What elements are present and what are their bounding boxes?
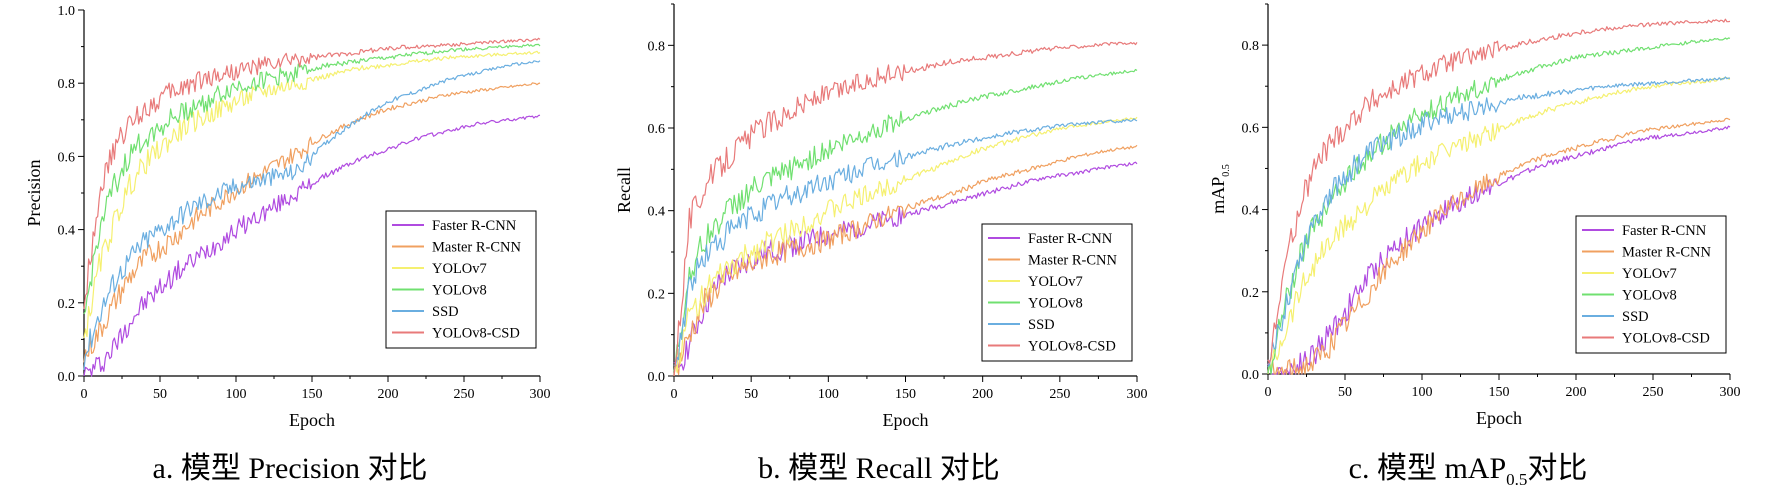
- legend-label: YOLOv8-CSD: [1028, 339, 1116, 355]
- x-tick-label: 200: [972, 387, 993, 402]
- caption-map: c. 模型 mAP0.5对比: [1348, 452, 1588, 489]
- y-tick-label: 0.6: [1242, 121, 1260, 136]
- x-tick-label: 0: [671, 387, 678, 402]
- legend-label: SSD: [1028, 317, 1055, 333]
- legend-label: Master R-CNN: [432, 240, 522, 256]
- y-tick-label: 0.4: [648, 205, 666, 220]
- y-tick-label: 0.2: [648, 287, 666, 302]
- legend-label: Master R-CNN: [1622, 245, 1712, 261]
- legend-label: YOLOv7: [432, 261, 487, 277]
- y-tick-label: 0.4: [1242, 204, 1260, 219]
- x-tick-label: 0: [81, 387, 88, 402]
- series-line-yolov8-csd: [83, 37, 541, 310]
- caption-recall: b. 模型 Recall 对比: [758, 452, 1000, 485]
- y-tick-label: 1.0: [58, 4, 76, 19]
- x-tick-label: 150: [895, 387, 916, 402]
- y-axis-label: Precision: [24, 160, 44, 227]
- x-tick-label: 50: [153, 387, 167, 402]
- precision-chart: 0 50 100 150 200 250 300 0.0 0.2 0.4 0.6 0.8 1.0 Epoc…: [24, 4, 551, 430]
- y-axis-label: mAP0.5: [1208, 164, 1232, 214]
- legend-box: [1575, 215, 1727, 354]
- y-tick-label: 0.6: [648, 122, 666, 137]
- x-tick-label: 100: [226, 387, 247, 402]
- x-tick-label: 150: [1489, 385, 1510, 400]
- y-tick-label: 0.8: [1242, 39, 1260, 54]
- legend-label: SSD: [1622, 309, 1649, 325]
- legend-label: Faster R-CNN: [432, 218, 517, 234]
- series-line-master-r-cnn: [83, 82, 541, 363]
- legend-label: YOLOv7: [1622, 266, 1677, 282]
- series-line-yolov7: [83, 50, 541, 339]
- y-tick-label: 0.0: [648, 370, 666, 385]
- legend-label: SSD: [432, 304, 459, 320]
- recall-chart: 0 50 100 150 200 250 300 0.0 0.2 0.4 0.6 0.8 Epoch Re…: [614, 3, 1148, 430]
- legend-label: YOLOv8-CSD: [1622, 331, 1710, 347]
- y-tick-label: 0.8: [58, 77, 76, 92]
- legend-label: Faster R-CNN: [1622, 223, 1707, 239]
- series-line-yolov7: [1267, 76, 1731, 375]
- y-axis-label: Recall: [614, 167, 634, 213]
- x-tick-label: 300: [530, 387, 551, 402]
- series-line-master-r-cnn: [673, 144, 1138, 377]
- series-line-faster-r-cnn: [1267, 125, 1731, 375]
- y-tick-label: 0.4: [58, 224, 76, 239]
- y-tick-label: 0.0: [1242, 368, 1260, 383]
- x-tick-label: 50: [744, 387, 758, 402]
- legend-label: YOLOv8: [1028, 296, 1083, 312]
- x-axis-label: Epoch: [289, 410, 335, 430]
- x-tick-label: 100: [1412, 385, 1433, 400]
- legend-label: YOLOv8: [432, 283, 487, 299]
- legend-label: YOLOv8-CSD: [432, 326, 520, 342]
- y-tick-label: 0.2: [58, 297, 76, 312]
- x-tick-label: 200: [378, 387, 399, 402]
- x-axis-label: Epoch: [883, 410, 929, 430]
- caption-precision: a. 模型 Precision 对比: [152, 452, 428, 485]
- series-line-yolov8-csd: [673, 41, 1138, 377]
- x-tick-label: 100: [818, 387, 839, 402]
- x-tick-label: 250: [1049, 387, 1070, 402]
- series-line-yolov8: [673, 68, 1138, 372]
- x-tick-label: 300: [1127, 387, 1148, 402]
- legend-label: Faster R-CNN: [1028, 231, 1113, 247]
- legend-label: YOLOv8: [1622, 288, 1677, 304]
- y-tick-label: 0.6: [58, 150, 76, 165]
- series-line-faster-r-cnn: [83, 114, 541, 377]
- legend-box: [385, 210, 537, 349]
- x-tick-label: 50: [1338, 385, 1352, 400]
- x-tick-label: 0: [1265, 385, 1272, 400]
- x-tick-label: 150: [302, 387, 323, 402]
- y-tick-label: 0.0: [58, 370, 76, 385]
- legend-label: YOLOv7: [1028, 274, 1083, 290]
- x-tick-label: 250: [1643, 385, 1664, 400]
- y-tick-label: 0.8: [648, 39, 666, 54]
- map-chart: 0 50 100 150 200 250 300 0.0 0.2 0.4 0.6 0.8 Epoch mA…: [1208, 3, 1741, 428]
- legend-label: Master R-CNN: [1028, 253, 1118, 269]
- series-line-yolov7: [673, 116, 1138, 377]
- series-line-yolov8-csd: [1267, 18, 1731, 364]
- legend-box: [981, 223, 1133, 362]
- series-line-master-r-cnn: [1267, 117, 1731, 375]
- series-line-ssd: [83, 60, 541, 370]
- x-axis-label: Epoch: [1476, 408, 1522, 428]
- series-line-ssd: [1267, 76, 1730, 367]
- x-tick-label: 200: [1566, 385, 1587, 400]
- series-line-yolov8: [83, 43, 541, 315]
- x-tick-label: 300: [1720, 385, 1741, 400]
- y-tick-label: 0.2: [1242, 286, 1260, 301]
- x-tick-label: 250: [454, 387, 475, 402]
- series-line-yolov8: [1267, 37, 1731, 375]
- series-line-ssd: [673, 118, 1138, 367]
